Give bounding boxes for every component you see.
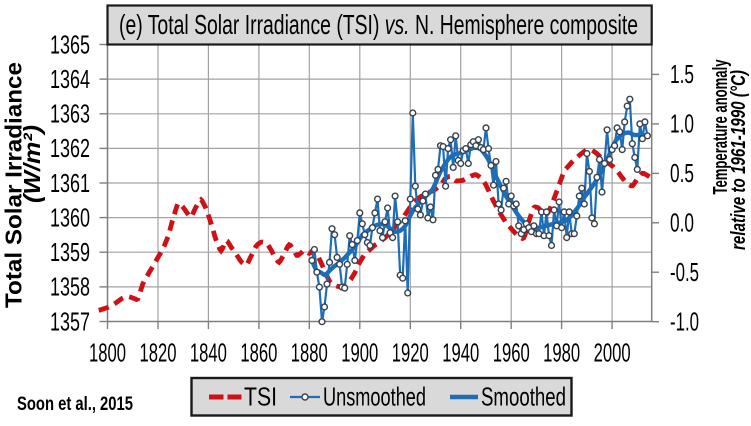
svg-text:1358: 1358 xyxy=(50,274,90,302)
svg-text:1860: 1860 xyxy=(240,339,277,367)
svg-text:1362: 1362 xyxy=(50,135,90,163)
svg-text:1960: 1960 xyxy=(493,339,530,367)
svg-text:1840: 1840 xyxy=(190,339,227,367)
svg-text:Temperature anomaly: Temperature anomaly xyxy=(710,59,732,195)
svg-text:(W/m²): (W/m²) xyxy=(19,125,45,203)
svg-text:Smoothed: Smoothed xyxy=(481,382,566,412)
svg-text:1363: 1363 xyxy=(50,101,90,129)
svg-text:2000: 2000 xyxy=(594,339,631,367)
svg-text:1900: 1900 xyxy=(341,339,378,367)
svg-text:-1.0: -1.0 xyxy=(670,309,699,337)
svg-text:1361: 1361 xyxy=(50,170,90,198)
svg-text:1365: 1365 xyxy=(50,31,90,59)
svg-text:0.0: 0.0 xyxy=(670,210,694,238)
svg-text:1800: 1800 xyxy=(89,339,126,367)
svg-text:Unsmoothed: Unsmoothed xyxy=(323,382,426,412)
svg-text:0.5: 0.5 xyxy=(670,160,694,188)
svg-text:Total Solar Irradiance: Total Solar Irradiance xyxy=(1,62,27,308)
svg-text:1360: 1360 xyxy=(50,204,90,232)
svg-text:1980: 1980 xyxy=(543,339,580,367)
svg-text:1.5: 1.5 xyxy=(670,61,694,89)
svg-text:1820: 1820 xyxy=(140,339,177,367)
svg-text:Soon et al., 2015: Soon et al., 2015 xyxy=(17,394,133,415)
svg-text:(e) Total Solar Irradiance (TS: (e) Total Solar Irradiance (TSI) vs. N. … xyxy=(119,9,638,40)
svg-text:relative to 1961-1990 (°C): relative to 1961-1990 (°C) xyxy=(728,70,750,250)
svg-text:1364: 1364 xyxy=(50,66,90,94)
svg-text:1.0: 1.0 xyxy=(670,111,694,139)
svg-text:-0.5: -0.5 xyxy=(670,259,699,287)
svg-text:1357: 1357 xyxy=(50,308,90,336)
svg-text:1880: 1880 xyxy=(291,339,328,367)
svg-text:1940: 1940 xyxy=(442,339,479,367)
svg-text:1920: 1920 xyxy=(392,339,429,367)
svg-text:TSI: TSI xyxy=(244,382,277,412)
svg-text:1359: 1359 xyxy=(50,239,90,267)
